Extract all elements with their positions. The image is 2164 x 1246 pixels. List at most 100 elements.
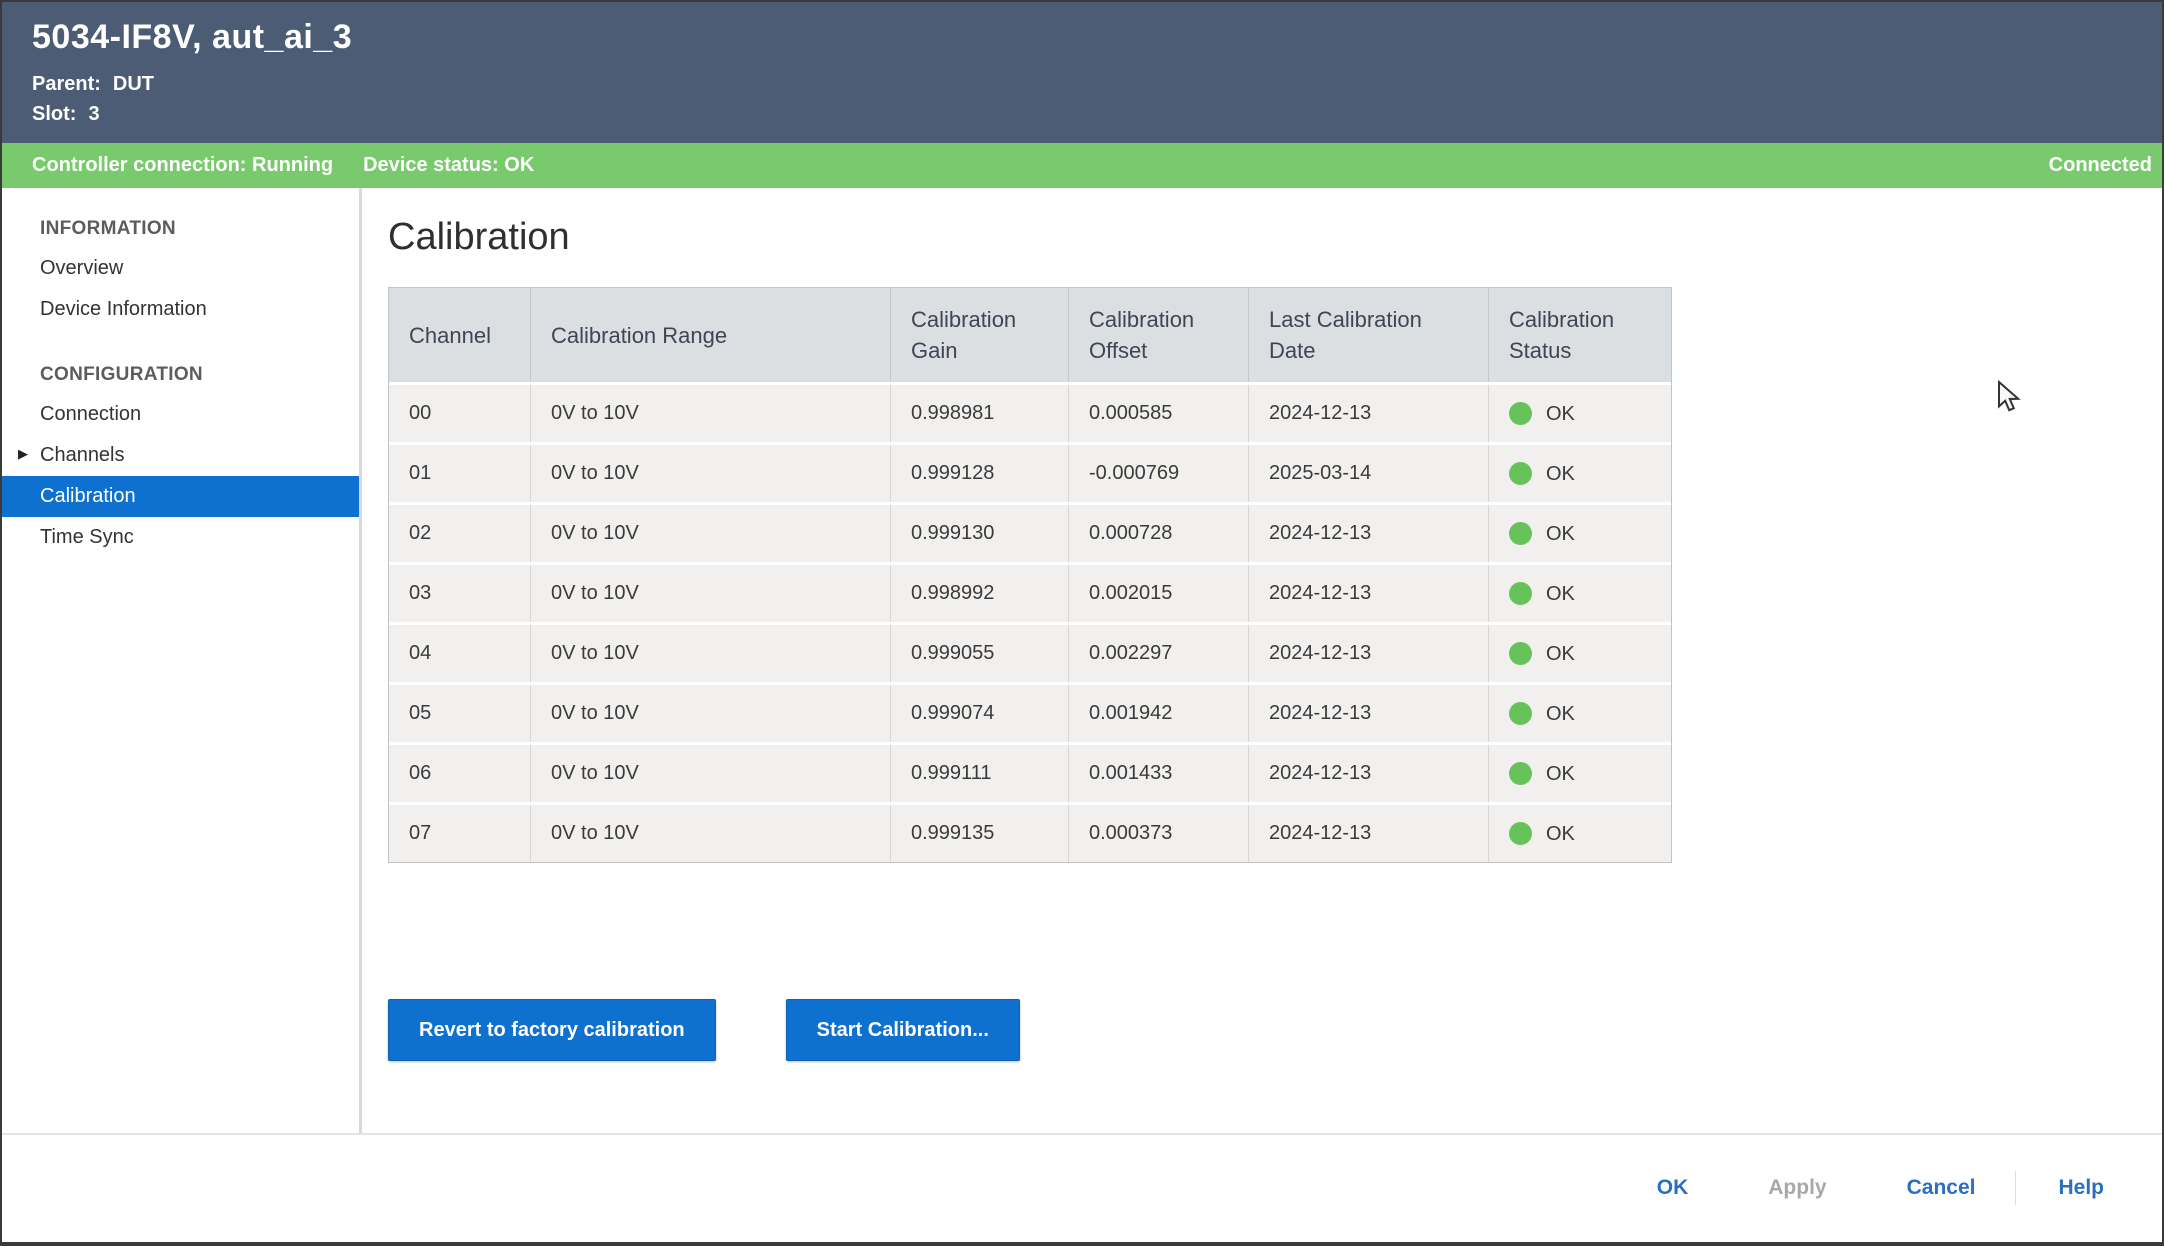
cell-date: 2024-12-13 [1249,565,1489,622]
cell-range: 0V to 10V [531,625,891,682]
sidebar-section-configuration: CONFIGURATION [40,364,203,385]
cell-range: 0V to 10V [531,565,891,622]
col-header-last-calibration-date: Last Calibration Date [1249,288,1489,382]
table-row: 06 0V to 10V 0.999111 0.001433 2024-12-1… [389,745,1671,802]
cell-gain: 0.998981 [891,385,1069,442]
col-header-calibration-offset: Calibration Offset [1069,288,1249,382]
cell-channel: 04 [389,625,531,682]
cell-status: OK [1489,445,1671,502]
status-text: OK [1546,522,1575,545]
parent-value: DUT [112,73,155,95]
cell-status: OK [1489,625,1671,682]
cell-status: OK [1489,745,1671,802]
cell-gain: 0.999130 [891,505,1069,562]
sidebar-item-calibration[interactable]: Calibration [2,476,359,517]
cell-channel: 05 [389,685,531,742]
cell-status: OK [1489,505,1671,562]
status-text: OK [1546,762,1575,785]
sidebar-item-label: Overview [40,257,124,279]
content-area: INFORMATION Overview Device Information … [2,188,2162,1133]
slot-value: 3 [88,103,100,125]
col-header-calibration-gain: Calibration Gain [891,288,1069,382]
cell-date: 2024-12-13 [1249,625,1489,682]
cell-date: 2024-12-13 [1249,685,1489,742]
cell-status: OK [1489,805,1671,862]
sidebar-item-connection[interactable]: Connection [2,394,359,435]
cell-date: 2025-03-14 [1249,445,1489,502]
sidebar-item-label: Connection [40,403,142,425]
calibration-table: Channel Calibration Range Calibration Ga… [388,287,1672,863]
cell-range: 0V to 10V [531,505,891,562]
cell-range: 0V to 10V [531,685,891,742]
table-row: 02 0V to 10V 0.999130 0.000728 2024-12-1… [389,505,1671,562]
cell-range: 0V to 10V [531,805,891,862]
sidebar-item-channels[interactable]: ▶ Channels [2,435,359,476]
cell-date: 2024-12-13 [1249,745,1489,802]
cell-gain: 0.999111 [891,745,1069,802]
chevron-right-icon[interactable]: ▶ [18,446,28,461]
col-header-channel: Channel [389,288,531,382]
footer-divider [2015,1170,2017,1205]
ok-button[interactable]: OK [1656,1175,1689,1199]
table-row: 01 0V to 10V 0.999128 -0.000769 2025-03-… [389,445,1671,502]
sidebar-nav: INFORMATION Overview Device Information … [2,188,362,1133]
cell-date: 2024-12-13 [1249,505,1489,562]
status-text: OK [1546,582,1575,605]
table-row: 07 0V to 10V 0.999135 0.000373 2024-12-1… [389,805,1671,862]
table-row: 00 0V to 10V 0.998981 0.000585 2024-12-1… [389,385,1671,442]
sidebar-item-time-sync[interactable]: Time Sync [2,517,359,558]
cell-offset: 0.002015 [1069,565,1249,622]
device-title: 5034-IF8V, aut_ai_3 [32,18,353,56]
table-row: 05 0V to 10V 0.999074 0.001942 2024-12-1… [389,685,1671,742]
sidebar-item-label: Device Information [40,298,207,320]
status-text: OK [1546,642,1575,665]
cell-range: 0V to 10V [531,445,891,502]
dialog-footer: OK Apply Cancel Help [2,1133,2162,1240]
sidebar-item-overview[interactable]: Overview [2,248,359,289]
col-header-calibration-status: Calibration Status [1489,288,1671,382]
page-title: Calibration [388,216,570,258]
cell-channel: 07 [389,805,531,862]
sidebar-item-device-information[interactable]: Device Information [2,289,359,330]
table-header-row: Channel Calibration Range Calibration Ga… [389,288,1671,382]
cell-offset: 0.001433 [1069,745,1249,802]
cancel-button[interactable]: Cancel [1906,1175,1976,1199]
parent-label: Parent: [32,73,101,95]
cell-status: OK [1489,385,1671,442]
cell-gain: 0.999074 [891,685,1069,742]
sidebar-item-label: Calibration [40,485,136,507]
cell-status: OK [1489,565,1671,622]
help-button[interactable]: Help [2058,1175,2104,1199]
device-status: Device status: OK [363,154,535,176]
apply-button[interactable]: Apply [1768,1175,1827,1199]
controller-connection-status: Controller connection: Running [32,154,334,176]
device-slot-line: Slot: 3 [32,99,2162,129]
cell-channel: 02 [389,505,531,562]
status-ok-dot [1509,761,1532,785]
cell-channel: 01 [389,445,531,502]
cell-offset: 0.000585 [1069,385,1249,442]
cell-gain: 0.999055 [891,625,1069,682]
col-header-calibration-range: Calibration Range [531,288,891,382]
connection-status-bar: Controller connection: Running Device st… [2,143,2162,188]
start-calibration-button[interactable]: Start Calibration... [785,999,1020,1061]
cell-offset: 0.000373 [1069,805,1249,862]
device-parent-line: Parent: DUT [32,69,2162,99]
sidebar-section-information: INFORMATION [40,218,176,239]
cell-gain: 0.999135 [891,805,1069,862]
table-row: 03 0V to 10V 0.998992 0.002015 2024-12-1… [389,565,1671,622]
cell-gain: 0.999128 [891,445,1069,502]
cell-range: 0V to 10V [531,745,891,802]
status-text: OK [1546,822,1575,845]
cell-channel: 06 [389,745,531,802]
revert-factory-calibration-button[interactable]: Revert to factory calibration [388,999,716,1061]
sidebar-item-label: Channels [40,444,125,466]
status-ok-dot [1509,701,1532,725]
device-header: 5034-IF8V, aut_ai_3 Parent: DUT Slot: 3 [2,2,2162,143]
cell-range: 0V to 10V [531,385,891,442]
connected-badge: Connected [2048,154,2152,176]
sidebar-item-label: Time Sync [40,526,134,548]
main-panel: Calibration Channel Calibration Range Ca… [362,188,2162,1133]
status-ok-dot [1509,461,1532,485]
